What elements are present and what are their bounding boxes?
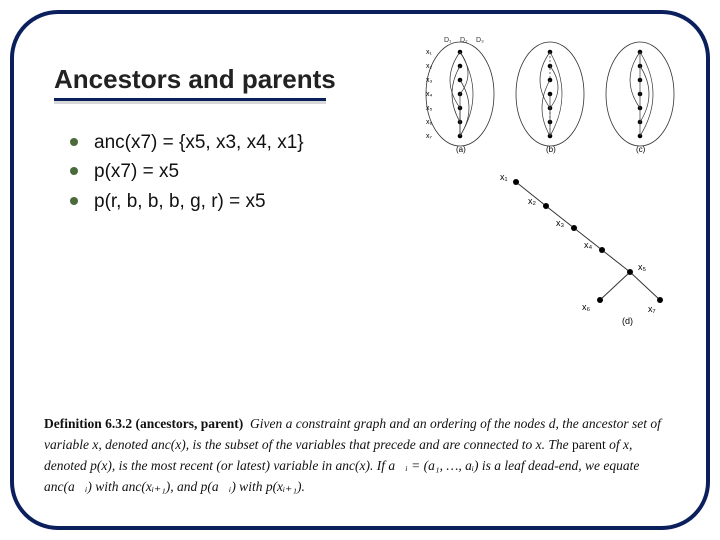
svg-text:x₇: x₇ [648,304,656,314]
figure-bottom-panel: x₁ x₂ x₃ x₄ x₅ x₆ x₇ (d) [498,170,680,328]
figure-top-panels: D₁ D₂ D₃ x₁ x₂ x₃ x₄ x₅ x₆ x₇ (a) [416,34,682,156]
svg-text:(c): (c) [636,145,646,154]
bullet-list: anc(x7) = {x5, x3, x4, x1} p(x7) = x5 p(… [70,128,304,216]
definition-label: Definition 6.3.2 (ancestors, parent) [44,416,243,431]
svg-text:x₄: x₄ [584,240,593,250]
svg-text:x₂: x₂ [528,196,537,206]
definition-block: Definition 6.3.2 (ancestors, parent) Giv… [44,414,676,498]
svg-text:(d): (d) [622,316,633,326]
svg-text:x₆: x₆ [426,119,433,126]
svg-text:x₃: x₃ [556,218,565,228]
svg-text:D₃: D₃ [476,37,484,44]
svg-text:x₄: x₄ [426,91,433,98]
bullet-item: anc(x7) = {x5, x3, x4, x1} [70,128,304,157]
svg-text:D₁: D₁ [444,37,452,44]
svg-text:x₇: x₇ [426,133,433,140]
title-underline [54,98,326,101]
svg-text:x₁: x₁ [426,49,433,56]
svg-text:x₅: x₅ [426,105,433,112]
svg-text:x₅: x₅ [638,262,647,272]
bullet-item: p(r, b, b, b, g, r) = x5 [70,187,304,216]
svg-text:x₆: x₆ [582,302,591,312]
page-title: Ancestors and parents [54,64,336,95]
definition-body-parent: parent [572,437,606,452]
svg-text:x₂: x₂ [426,63,433,70]
svg-text:x₃: x₃ [426,77,433,84]
svg-text:(b): (b) [546,145,556,154]
svg-text:x₁: x₁ [500,172,508,182]
bullet-item: p(x7) = x5 [70,157,304,186]
svg-text:(a): (a) [456,145,466,154]
